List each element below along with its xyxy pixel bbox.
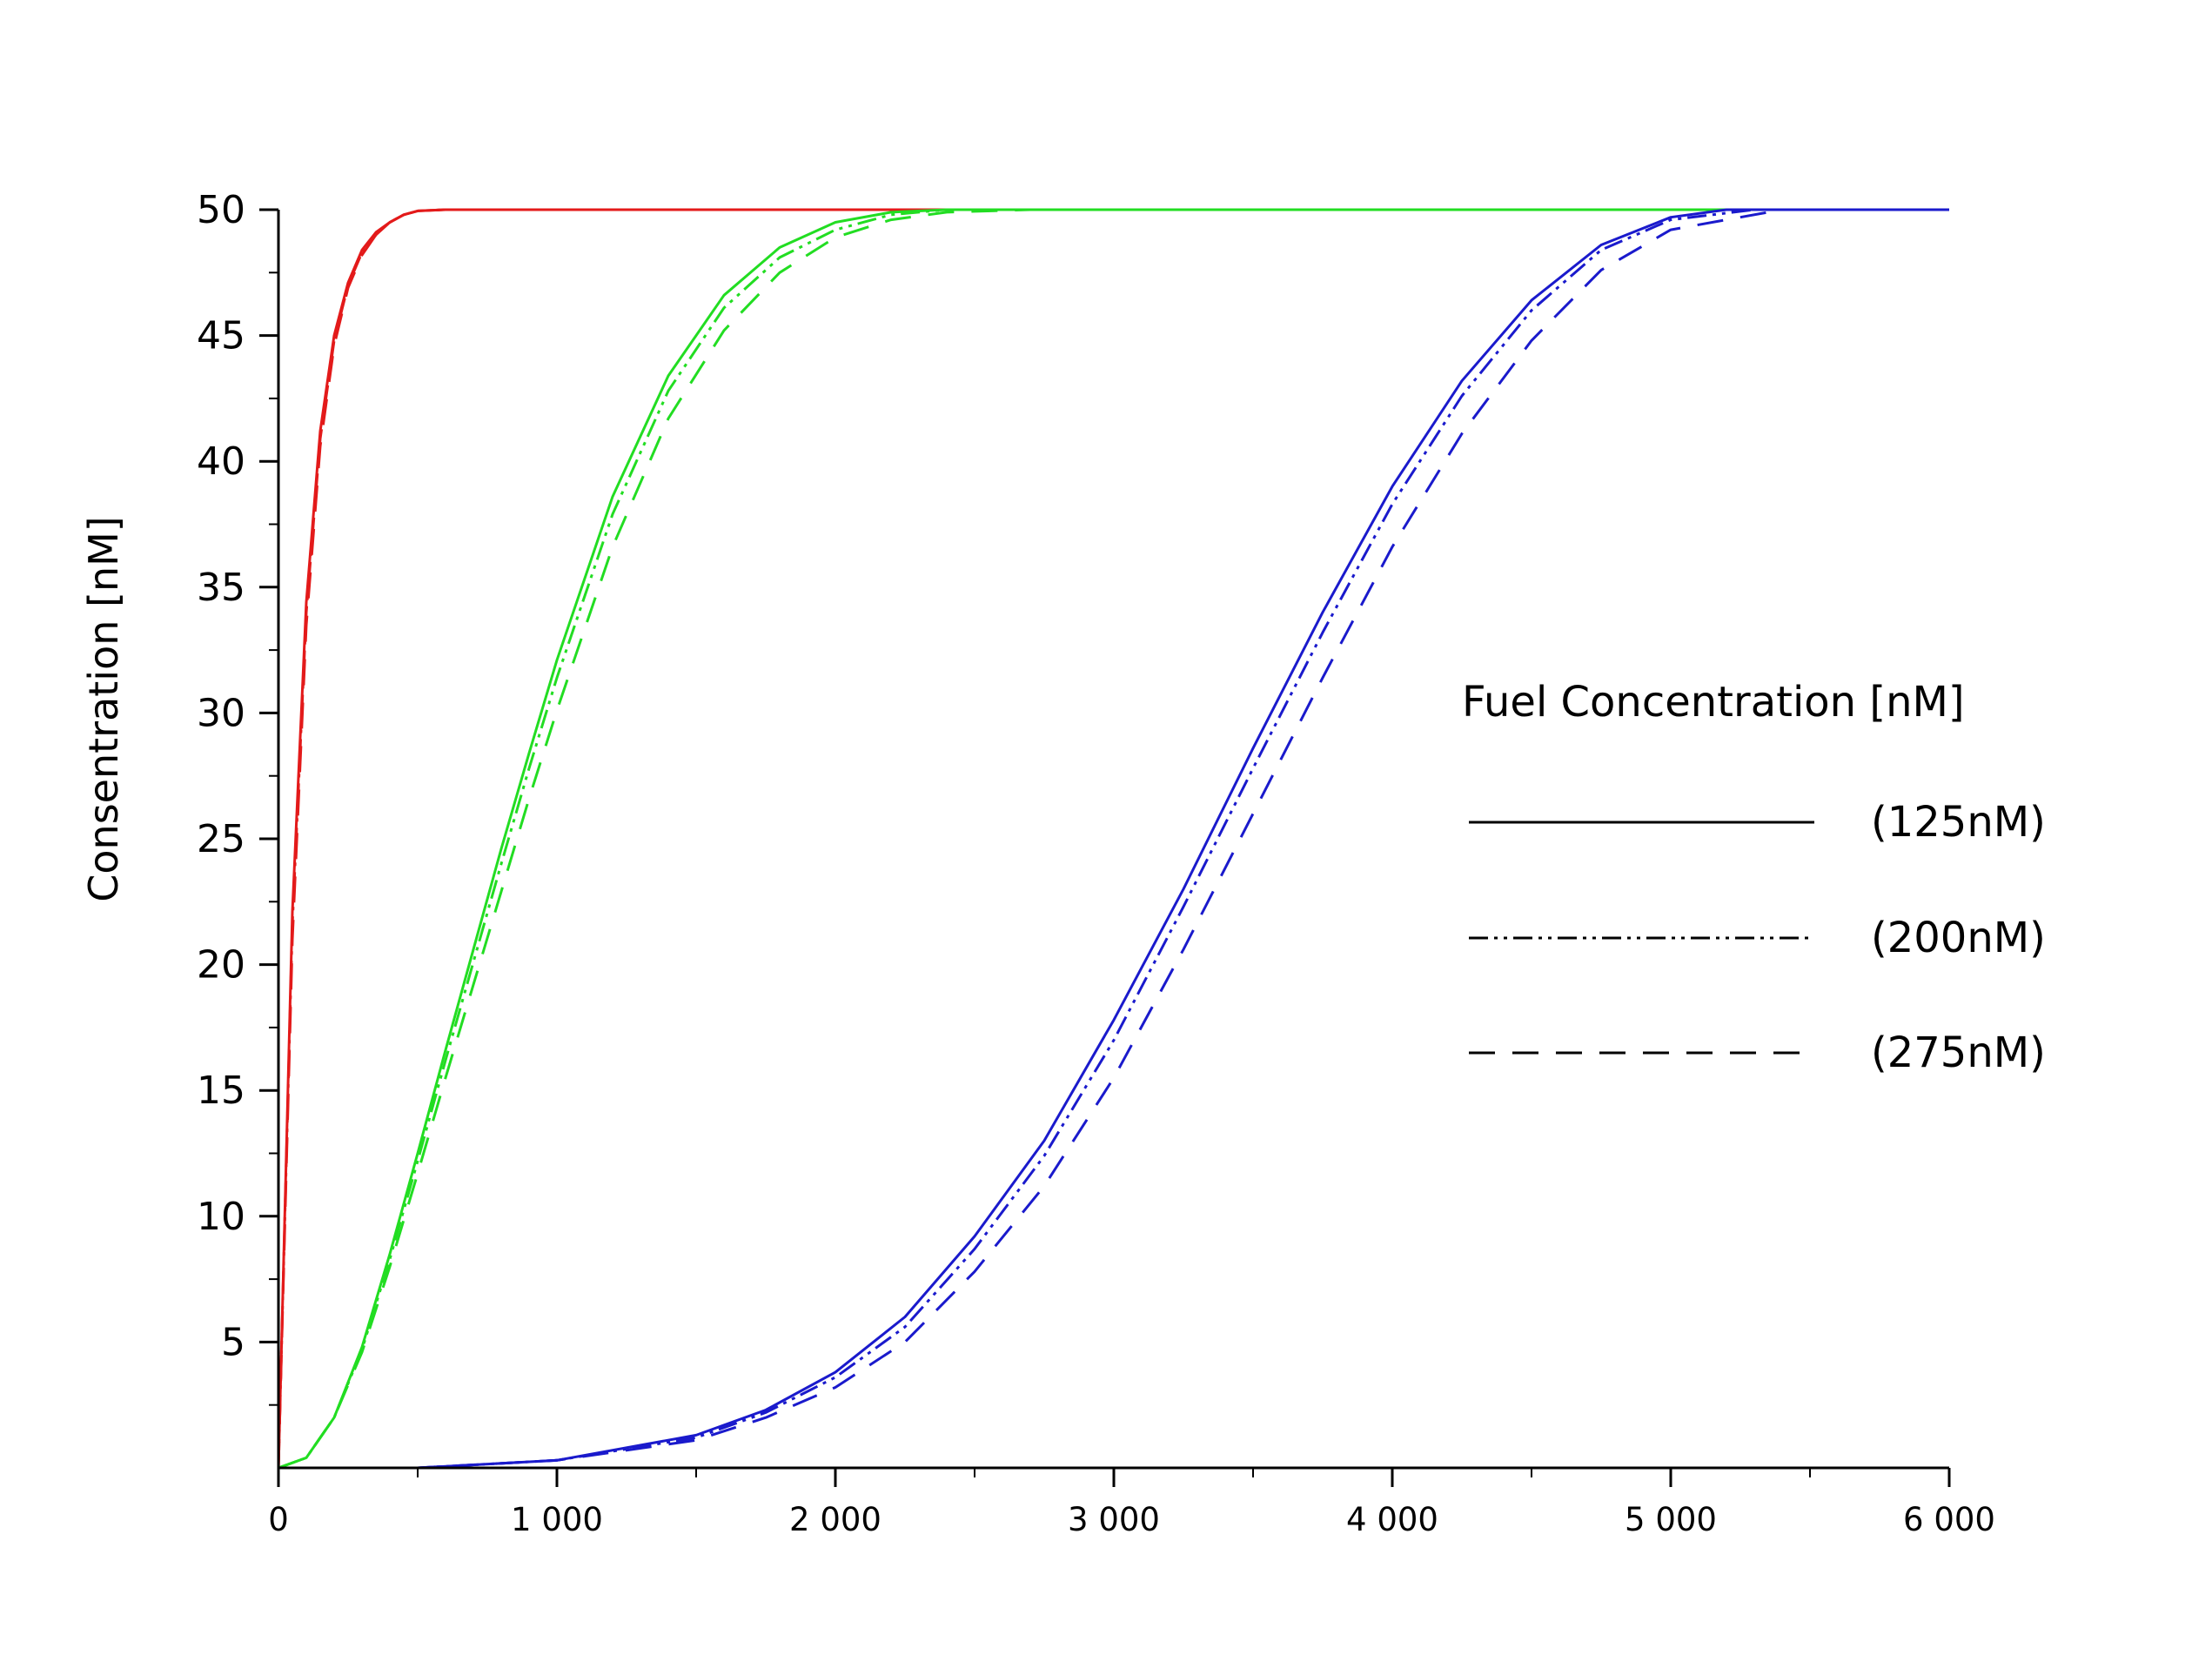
legend-entries: (125nM) (200nM) (275nM) — [1469, 798, 2046, 1077]
x-tick-label: 1 000 — [511, 1501, 603, 1538]
y-tick-label: 20 — [197, 943, 245, 988]
y-tick-label: 5 — [221, 1320, 245, 1364]
series-line-blue-solid — [278, 208, 1949, 1470]
y-tick-label: 40 — [197, 439, 245, 484]
y-tick-label: 45 — [197, 314, 245, 358]
x-tick-label: 2 000 — [789, 1501, 881, 1538]
series-line-green-dashed — [278, 208, 1949, 1470]
y-tick-label: 25 — [197, 817, 245, 861]
series-line-blue-dash-dot-dot — [278, 208, 1949, 1470]
series-line-green-solid — [278, 208, 1949, 1470]
legend-label: (200nM) — [1871, 914, 2046, 962]
y-tick-label: 30 — [197, 691, 245, 735]
x-tick-label: 4 000 — [1346, 1501, 1438, 1538]
x-tick-label: 5 000 — [1625, 1501, 1717, 1538]
y-tick-label: 50 — [197, 188, 245, 232]
series-line-green-dash-dot-dot — [278, 208, 1949, 1470]
series-line-red-dash-dot-dot — [277, 208, 1949, 1469]
x-tick-label: 0 — [268, 1501, 289, 1538]
legend-label: (125nM) — [1871, 798, 2046, 847]
series-line-blue-dashed — [278, 208, 1949, 1470]
y-tick-label: 10 — [197, 1195, 245, 1239]
y-tick-label: 15 — [197, 1068, 245, 1113]
series-line-red-dashed — [277, 208, 1949, 1469]
axis-layer: 5 10 15 20 25 30 35 40 45 50 0 1 000 2 000 3 000 4 000… — [197, 188, 1995, 1538]
series-line-red-solid — [277, 208, 1949, 1469]
x-tick-label: 6 000 — [1903, 1501, 1995, 1538]
x-tick-label: 3 000 — [1068, 1501, 1160, 1538]
legend: Fuel Concentration [nM] (125nM) (200nM) (2… — [1462, 678, 2046, 1077]
y-axis-label: Consentration [nM] — [80, 516, 127, 901]
y-tick-label: 35 — [197, 566, 245, 610]
series-layer — [277, 208, 1949, 1470]
legend-title: Fuel Concentration [nM] — [1462, 678, 1965, 727]
legend-label: (275nM) — [1871, 1028, 2046, 1077]
